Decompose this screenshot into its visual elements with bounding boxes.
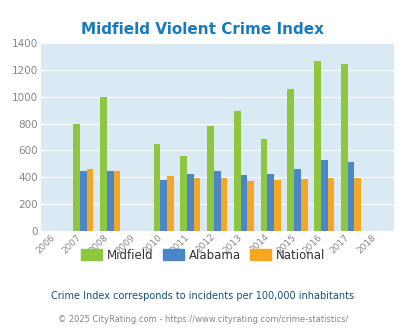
Bar bbox=[240, 175, 247, 231]
Bar bbox=[73, 123, 80, 231]
Legend: Midfield, Alabama, National: Midfield, Alabama, National bbox=[76, 244, 329, 266]
Bar bbox=[160, 180, 166, 231]
Bar bbox=[347, 162, 354, 231]
Bar bbox=[354, 178, 360, 231]
Bar bbox=[320, 160, 327, 231]
Bar bbox=[300, 179, 307, 231]
Bar bbox=[260, 139, 267, 231]
Bar bbox=[100, 97, 107, 231]
Bar bbox=[313, 61, 320, 231]
Bar bbox=[113, 171, 120, 231]
Bar bbox=[207, 126, 213, 231]
Bar bbox=[193, 178, 200, 231]
Bar bbox=[247, 181, 254, 231]
Text: © 2025 CityRating.com - https://www.cityrating.com/crime-statistics/: © 2025 CityRating.com - https://www.city… bbox=[58, 315, 347, 324]
Bar bbox=[87, 169, 93, 231]
Bar bbox=[233, 112, 240, 231]
Bar bbox=[107, 171, 113, 231]
Bar bbox=[180, 156, 187, 231]
Bar bbox=[220, 178, 227, 231]
Bar bbox=[153, 144, 160, 231]
Bar bbox=[80, 171, 87, 231]
Bar bbox=[166, 176, 173, 231]
Bar bbox=[327, 178, 333, 231]
Bar bbox=[273, 180, 280, 231]
Text: Midfield Violent Crime Index: Midfield Violent Crime Index bbox=[81, 22, 324, 37]
Bar bbox=[213, 171, 220, 231]
Bar bbox=[340, 64, 347, 231]
Bar bbox=[187, 174, 193, 231]
Bar bbox=[267, 174, 273, 231]
Text: Crime Index corresponds to incidents per 100,000 inhabitants: Crime Index corresponds to incidents per… bbox=[51, 291, 354, 301]
Bar bbox=[293, 169, 300, 231]
Bar bbox=[287, 89, 293, 231]
